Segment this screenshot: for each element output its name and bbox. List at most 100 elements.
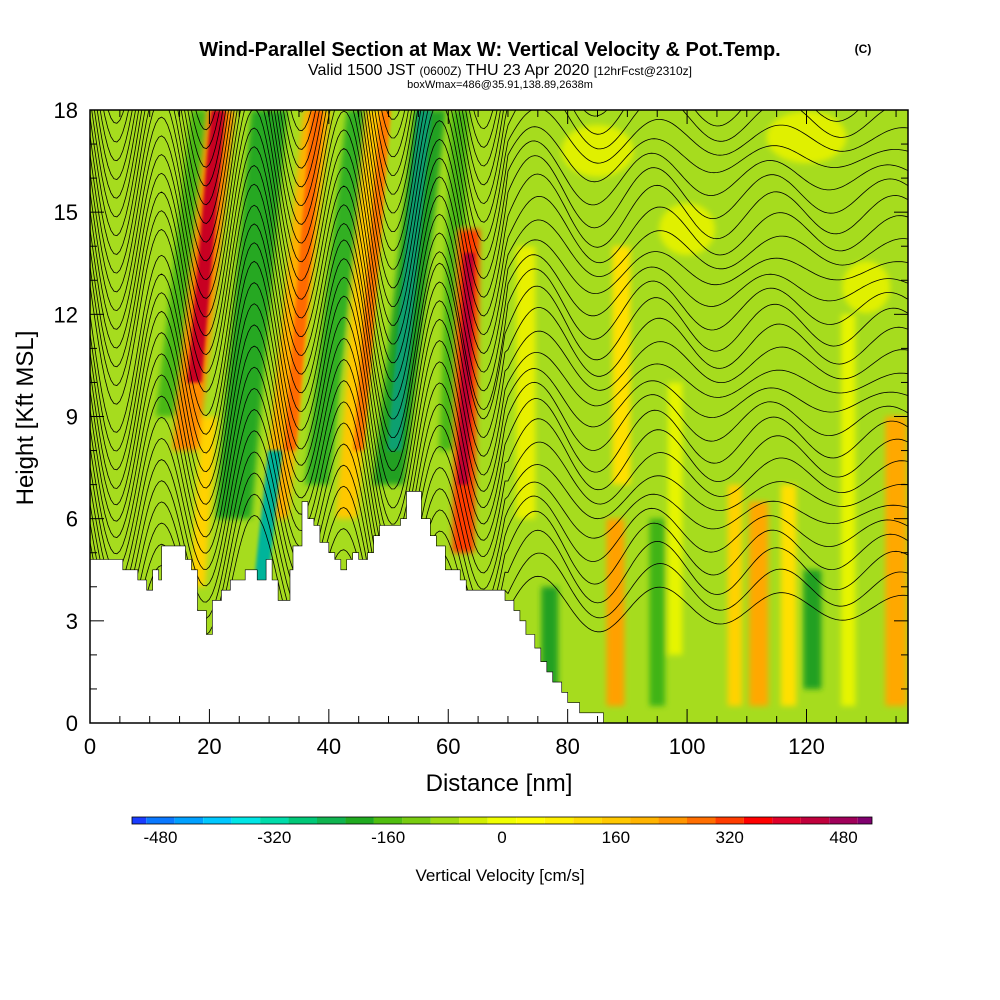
theta-contour	[90, 110, 908, 326]
theta-contour	[90, 110, 908, 345]
colorbar-swatch	[630, 817, 659, 824]
chart-title: Wind-Parallel Section at Max W: Vertical…	[199, 39, 780, 61]
theta-contour	[90, 110, 908, 364]
w-band	[667, 382, 683, 655]
y-tick-label: 15	[54, 200, 78, 225]
colorbar-swatch	[487, 817, 517, 824]
theta-contour	[90, 223, 908, 471]
w-band	[780, 484, 797, 706]
colorbar-tick-label: -320	[257, 828, 291, 847]
w-band	[304, 110, 371, 485]
w-blotch	[659, 203, 716, 256]
theta-contour	[90, 430, 908, 639]
colorbar-swatch	[260, 817, 289, 824]
subtitle-date: THU 23 Apr 2020	[466, 62, 590, 79]
subtitle-valid: Valid 1500 JST	[308, 62, 416, 79]
colorbar-swatch	[373, 817, 403, 824]
theta-contour	[91, 110, 886, 251]
subtitle-fcst: [12hrFcst@2310z]	[594, 64, 692, 78]
colorbar-swatch	[743, 817, 773, 824]
colorbar-swatch	[687, 817, 716, 824]
theta-contour	[90, 110, 908, 289]
x-tick-label: 120	[788, 734, 825, 759]
theta-contour	[90, 127, 908, 382]
w-blotch	[561, 124, 634, 177]
colorbar-frame	[131, 816, 873, 825]
x-axis-label: Distance [nm]	[426, 770, 573, 797]
plot-area	[90, 110, 908, 723]
x-tick-label: 60	[436, 734, 460, 759]
theta-contour	[90, 110, 908, 270]
colorbar-tick-label: 320	[716, 828, 744, 847]
y-axis-label: Height [Kft MSL]	[12, 331, 39, 506]
x-tick-label: 0	[84, 734, 96, 759]
colorbar-swatch	[174, 817, 204, 824]
colorbar-swatch	[430, 817, 460, 824]
colorbar-swatch	[772, 817, 801, 824]
colorbar-swatch	[800, 817, 830, 824]
colorbar-swatch	[288, 817, 317, 824]
x-axis: 0 20 40 60 80 100 120	[84, 110, 897, 759]
colorbar-swatch	[231, 817, 261, 824]
w-band	[612, 246, 631, 485]
theta-contour	[90, 165, 908, 420]
theta-contour	[90, 204, 908, 453]
w-band	[803, 569, 822, 689]
y-tick-label: 12	[54, 302, 78, 327]
w-blotch	[842, 261, 891, 314]
theta-contour	[90, 282, 908, 525]
w-band	[439, 110, 470, 451]
subtitle-utc: (0600Z)	[419, 64, 461, 78]
w-band	[189, 416, 218, 587]
y-tick-label: 6	[66, 507, 78, 532]
colorbar-swatch	[132, 817, 147, 824]
terrain	[90, 491, 908, 723]
theta-contour	[90, 451, 908, 656]
theta-contour	[90, 183, 908, 438]
x-tick-label: 80	[555, 734, 579, 759]
w-band	[885, 416, 907, 706]
colorbar-tick-label: -480	[143, 828, 177, 847]
colorbar-swatch	[345, 817, 374, 824]
colorbar-swatch	[573, 817, 602, 824]
theta-contour	[90, 409, 908, 623]
colorbar-swatch	[203, 817, 232, 824]
w-band	[187, 110, 226, 383]
x-tick-label: 100	[669, 734, 706, 759]
w-blotch	[766, 111, 847, 164]
theta-contour	[90, 110, 908, 307]
theta-contour	[90, 242, 908, 490]
w-band	[727, 484, 743, 706]
y-tick-label: 0	[66, 711, 78, 736]
theta-contour	[90, 324, 908, 558]
theta-contour	[90, 366, 908, 590]
colorbar-tick-label: -160	[371, 828, 405, 847]
theta-contour	[90, 387, 908, 606]
y-axis: 0 3 6 9 12 15 18	[54, 98, 908, 736]
colorbar: -480 -320 -160 0 160 320 480	[131, 816, 873, 847]
title-mark: (C)	[855, 42, 872, 56]
colorbar-tick-label: 480	[829, 828, 857, 847]
theta-contour	[90, 303, 908, 541]
theta-contour	[99, 110, 501, 195]
colorbar-label: Vertical Velocity [cm/s]	[415, 866, 584, 885]
colorbar-swatch	[317, 817, 346, 824]
x-tick-label: 40	[317, 734, 341, 759]
y-tick-label: 9	[66, 405, 78, 430]
theta-contour	[94, 110, 859, 232]
colorbar-swatch	[544, 817, 574, 824]
chart-subtitle: Valid 1500 JST (0600Z) THU 23 Apr 2020 […	[308, 62, 692, 79]
colorbar-tick-label: 0	[497, 828, 506, 847]
colorbar-swatch	[658, 817, 687, 824]
colorbar-swatch	[402, 817, 431, 824]
w-band	[649, 518, 665, 706]
colorbar-swatch	[715, 817, 744, 824]
w-band	[606, 518, 625, 706]
theta-contour	[90, 146, 908, 401]
colorbar-tick-label: 160	[602, 828, 630, 847]
x-tick-label: 20	[197, 734, 221, 759]
w-band	[749, 501, 769, 706]
colorbar-swatch	[146, 817, 175, 824]
w-band	[516, 246, 536, 519]
